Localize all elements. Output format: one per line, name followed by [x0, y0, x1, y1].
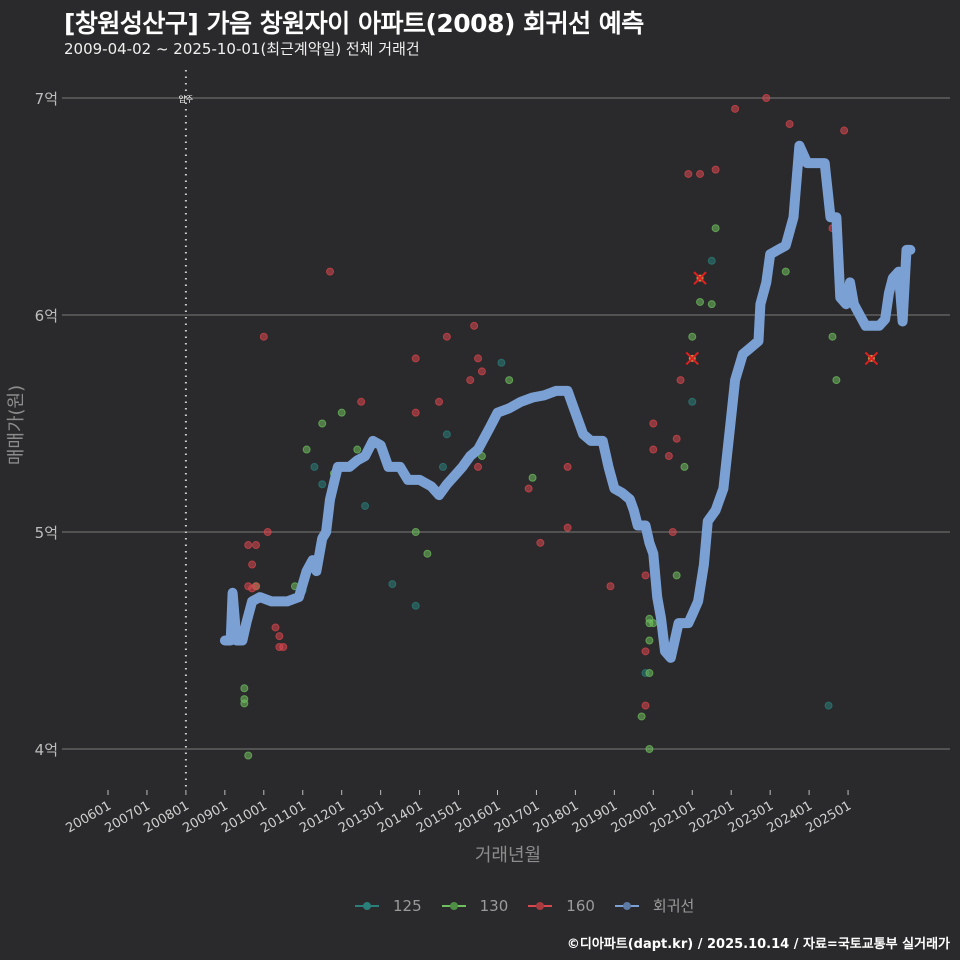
svg-text:4억: 4억 [35, 741, 58, 759]
svg-text:202501: 202501 [804, 798, 854, 836]
legend-item-160: 160 [528, 897, 595, 915]
regression-line [219, 140, 916, 663]
legend-key-icon [441, 900, 466, 912]
legend-label: 회귀선 [652, 897, 695, 915]
y-axis-ticks: 4억 5억 6억 7억 [35, 90, 58, 759]
x-axis-ticks: 2006012007012008012009012010012011012012… [64, 790, 854, 836]
y-axis-label: 매매가(원) [6, 385, 27, 465]
legend-item-130: 130 [441, 896, 509, 915]
source-caption: ©디아파트(dapt.kr) / 2025.10.14 / 자료=국토교통부 실… [566, 937, 950, 952]
chart-title: [창원성산구] 가음 창원자이 아파트(2008) 회귀선 예측 [64, 9, 644, 38]
svg-text:5억: 5억 [35, 524, 58, 542]
legend-key-icon [528, 900, 553, 912]
chart-legend: 125 130 160 회귀선 [355, 895, 704, 916]
x-axis-label: 거래년월 [475, 845, 541, 866]
svg-text:입주: 입주 [179, 95, 194, 104]
legend-item-125: 125 [355, 897, 422, 915]
legend-label: 125 [393, 896, 422, 915]
legend-key-icon [614, 900, 639, 912]
grid-lines [62, 97, 950, 750]
svg-text:6억: 6억 [35, 307, 58, 325]
legend-label: 130 [479, 896, 509, 915]
highlight-markers [685, 271, 879, 366]
chart-subtitle: 2009-04-02 ~ 2025-10-01(최근계약일) 전체 거래건 [64, 40, 420, 58]
svg-text:7억: 7억 [35, 90, 58, 108]
legend-label: 160 [566, 896, 595, 915]
move-in-annotation: 입주 [179, 70, 194, 790]
legend-key-icon [355, 900, 379, 912]
scatter-points [228, 94, 849, 760]
legend-item-regression: 회귀선 [614, 895, 695, 916]
